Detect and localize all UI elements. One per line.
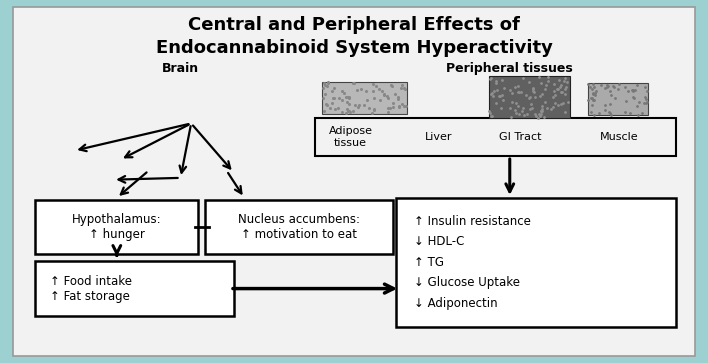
FancyBboxPatch shape [322, 82, 407, 114]
FancyBboxPatch shape [315, 118, 676, 156]
Text: ↑ Food intake
↑ Fat storage: ↑ Food intake ↑ Fat storage [50, 274, 132, 303]
Text: Peripheral tissues: Peripheral tissues [446, 62, 573, 76]
FancyBboxPatch shape [588, 83, 648, 115]
FancyBboxPatch shape [489, 76, 570, 118]
FancyBboxPatch shape [13, 7, 695, 356]
Text: Central and Peripheral Effects of
Endocannabinoid System Hyperactivity: Central and Peripheral Effects of Endoca… [156, 16, 552, 57]
Text: ↑ Insulin resistance
↓ HDL-C
↑ TG
↓ Glucose Uptake
↓ Adiponectin: ↑ Insulin resistance ↓ HDL-C ↑ TG ↓ Gluc… [414, 215, 531, 310]
Text: Liver: Liver [426, 132, 452, 142]
FancyBboxPatch shape [205, 200, 393, 254]
FancyBboxPatch shape [396, 198, 676, 327]
Text: Hypothalamus:
↑ hunger: Hypothalamus: ↑ hunger [72, 213, 161, 241]
Text: Brain: Brain [162, 62, 199, 76]
Text: GI Tract: GI Tract [499, 132, 542, 142]
Text: Adipose
tissue: Adipose tissue [329, 126, 372, 148]
Text: Muscle: Muscle [600, 132, 639, 142]
FancyBboxPatch shape [35, 261, 234, 316]
FancyBboxPatch shape [35, 200, 198, 254]
Text: Nucleus accumbens:
↑ motivation to eat: Nucleus accumbens: ↑ motivation to eat [238, 213, 360, 241]
